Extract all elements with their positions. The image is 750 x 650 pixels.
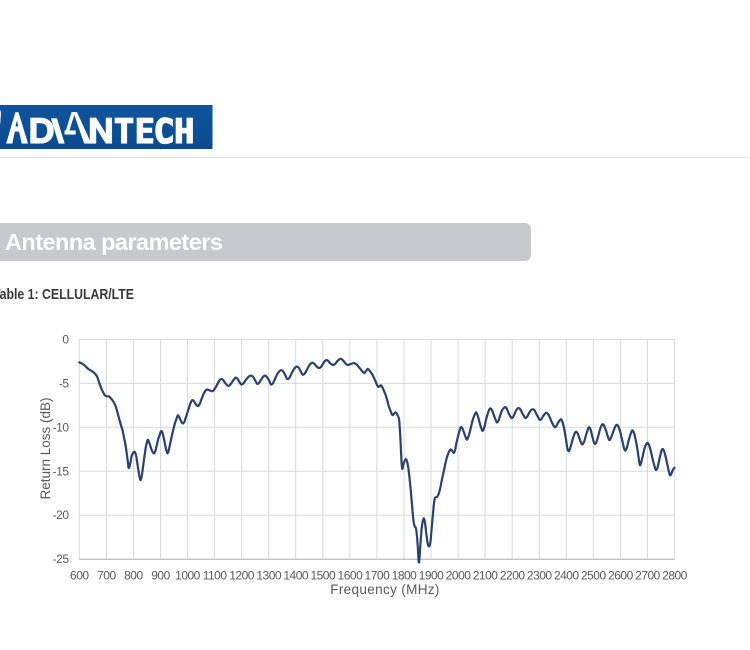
svg-text:2500: 2500 [581,568,607,582]
svg-text:1000: 1000 [175,568,201,582]
svg-text:1300: 1300 [256,568,282,582]
svg-text:-20: -20 [53,508,70,522]
svg-text:1600: 1600 [338,568,364,582]
svg-text:2700: 2700 [635,568,661,582]
svg-text:1800: 1800 [392,568,418,582]
svg-text:2300: 2300 [527,568,553,582]
svg-text:-5: -5 [59,376,69,390]
svg-text:Return Loss (dB): Return Loss (dB) [38,397,53,499]
svg-text:1700: 1700 [365,568,391,582]
svg-text:1400: 1400 [283,568,309,582]
svg-text:Frequency (MHz): Frequency (MHz) [330,582,440,597]
svg-text:2800: 2800 [662,568,688,582]
svg-text:-15: -15 [53,464,70,478]
svg-text:700: 700 [97,568,116,582]
svg-text:2600: 2600 [608,568,634,582]
svg-text:-10: -10 [53,420,70,434]
svg-text:1200: 1200 [229,568,255,582]
svg-text:1900: 1900 [419,568,445,582]
svg-text:800: 800 [124,568,143,582]
svg-text:2400: 2400 [554,568,580,582]
svg-text:0: 0 [62,332,69,346]
svg-text:600: 600 [70,568,89,582]
svg-text:-25: -25 [53,552,70,566]
svg-text:1100: 1100 [203,568,228,582]
svg-text:2000: 2000 [446,568,472,582]
svg-text:2100: 2100 [473,568,499,582]
svg-text:2200: 2200 [500,568,526,582]
svg-text:1500: 1500 [310,568,336,582]
svg-text:900: 900 [151,568,170,582]
